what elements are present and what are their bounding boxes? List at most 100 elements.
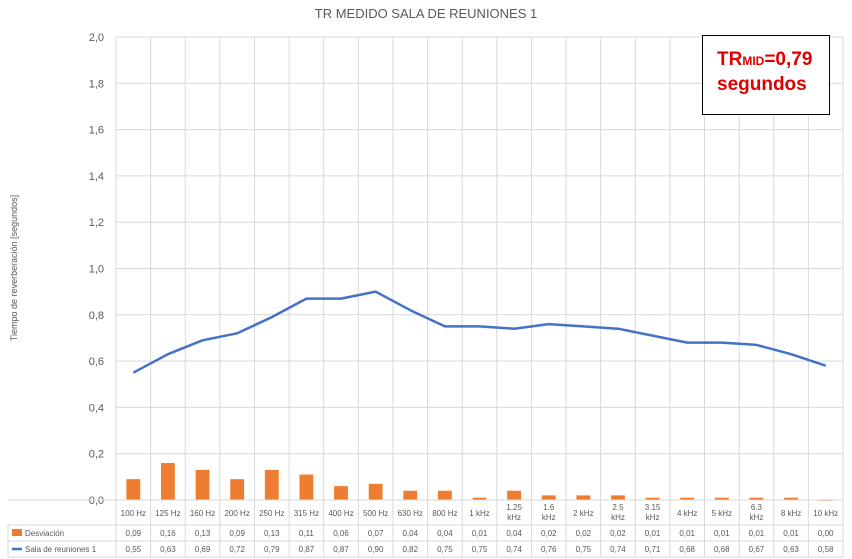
data-label-sala: 0,87 bbox=[299, 545, 315, 554]
x-category-label: 500 Hz bbox=[363, 509, 388, 518]
bar-desviacion bbox=[437, 490, 452, 500]
bar-desviacion bbox=[541, 495, 556, 500]
bar-desviacion bbox=[645, 497, 660, 500]
bar-desviacion bbox=[230, 479, 245, 500]
x-category-label: 250 Hz bbox=[259, 509, 284, 518]
x-category-label: 4 kHz bbox=[677, 509, 697, 518]
x-category-label: 200 Hz bbox=[224, 509, 249, 518]
y-tick-label: 0,2 bbox=[89, 449, 104, 461]
bar-desviacion bbox=[403, 490, 418, 500]
data-label-sala: 0,72 bbox=[229, 545, 245, 554]
legend-label-sala: Sala de reuniones 1 bbox=[25, 545, 97, 554]
grid bbox=[115, 36, 844, 501]
x-category-label: 160 Hz bbox=[190, 509, 215, 518]
bar-desviacion bbox=[126, 479, 141, 500]
data-label-desviacion: 0,01 bbox=[714, 529, 730, 538]
data-label-sala: 0,76 bbox=[541, 545, 557, 554]
data-label-desviacion: 0,13 bbox=[195, 529, 211, 538]
line-sala-de-reuniones-1 bbox=[132, 290, 827, 374]
y-tick-label: 0,6 bbox=[89, 356, 104, 368]
bar-desviacion bbox=[576, 495, 591, 500]
y-tick-label: 0,4 bbox=[89, 402, 104, 414]
bar-series bbox=[126, 462, 833, 501]
data-label-sala: 0,87 bbox=[333, 545, 349, 554]
data-label-desviacion: 0,11 bbox=[299, 529, 315, 538]
x-category-label: 3.15 kHz bbox=[645, 503, 661, 522]
data-label-desviacion: 0,01 bbox=[783, 529, 799, 538]
data-label-desviacion: 0,01 bbox=[679, 529, 695, 538]
x-category-label: 1.6 kHz bbox=[542, 503, 556, 522]
data-label-desviacion: 0,04 bbox=[402, 529, 418, 538]
data-label-sala: 0,90 bbox=[368, 545, 384, 554]
y-axis-label: Tiempo de reverberación [segundos] bbox=[9, 195, 19, 341]
bar-desviacion bbox=[680, 497, 695, 500]
x-category-label: 6.3 kHz bbox=[750, 503, 764, 522]
data-label-sala: 0,58 bbox=[818, 545, 834, 554]
data-table: 100 Hz 0,09 0,55 125 Hz 0,16 0,63 160 Hz 0,13 0,… bbox=[7, 499, 844, 558]
data-label-sala: 0,55 bbox=[126, 545, 142, 554]
bar-desviacion bbox=[299, 474, 314, 500]
data-label-sala: 0,67 bbox=[749, 545, 765, 554]
x-category-label: 5 kHz bbox=[712, 509, 732, 518]
data-label-sala: 0,75 bbox=[576, 545, 592, 554]
tr-mid-annotation: TRMID=0,79 segundos bbox=[702, 35, 830, 115]
line-series bbox=[132, 290, 827, 374]
bar-desviacion bbox=[264, 469, 279, 500]
data-label-sala: 0,82 bbox=[402, 545, 418, 554]
y-tick-label: 1,0 bbox=[89, 264, 104, 276]
bar-desviacion bbox=[784, 497, 798, 500]
data-label-sala: 0,68 bbox=[679, 545, 695, 554]
y-tick-label: 1,2 bbox=[89, 217, 104, 229]
y-tick-label: 1,6 bbox=[89, 125, 104, 137]
x-category-label: 630 Hz bbox=[398, 509, 423, 518]
legend-key-desviacion bbox=[12, 529, 22, 536]
y-tick-label: 1,8 bbox=[89, 78, 104, 90]
data-label-sala: 0,63 bbox=[160, 545, 176, 554]
chart-title: TR MEDIDO SALA DE REUNIONES 1 bbox=[315, 6, 538, 21]
data-label-sala: 0,68 bbox=[714, 545, 730, 554]
bar-desviacion bbox=[334, 486, 348, 500]
x-category-label: 125 Hz bbox=[155, 509, 180, 518]
annotation-prefix: TR bbox=[717, 49, 743, 70]
x-category-label: 100 Hz bbox=[121, 509, 146, 518]
x-category-label: 800 Hz bbox=[432, 509, 457, 518]
annotation-unit: segundos bbox=[717, 74, 807, 95]
data-label-sala: 0,75 bbox=[437, 545, 453, 554]
y-tick-label: 0,0 bbox=[89, 495, 104, 507]
y-tick-label: 2,0 bbox=[89, 32, 104, 44]
data-label-sala: 0,69 bbox=[195, 545, 211, 554]
x-category-label: 1.25 kHz bbox=[506, 503, 522, 522]
x-category-label: 2 kHz bbox=[573, 509, 593, 518]
data-label-desviacion: 0,01 bbox=[645, 529, 661, 538]
data-label-sala: 0,74 bbox=[506, 545, 522, 554]
x-category-label: 10 kHz bbox=[813, 509, 838, 518]
data-label-desviacion: 0,09 bbox=[126, 529, 142, 538]
data-label-desviacion: 0,16 bbox=[160, 529, 176, 538]
x-category-label: 315 Hz bbox=[294, 509, 319, 518]
bar-desviacion bbox=[507, 490, 522, 500]
data-label-sala: 0,63 bbox=[783, 545, 799, 554]
data-label-desviacion: 0,04 bbox=[506, 529, 522, 538]
x-category-label: 1 kHz bbox=[469, 509, 489, 518]
annotation-subscript: MID bbox=[742, 54, 765, 68]
data-label-desviacion: 0,01 bbox=[472, 529, 488, 538]
bar-desviacion bbox=[611, 495, 625, 500]
bar-desviacion bbox=[368, 483, 383, 500]
x-category-label: 8 kHz bbox=[781, 509, 801, 518]
data-label-desviacion: 0,01 bbox=[749, 529, 765, 538]
data-label-desviacion: 0,00 bbox=[818, 529, 834, 538]
y-axis-ticks: 0,0 0,2 0,4 0,6 0,8 1,0 1,2 1,4 1,6 1,8 2,0 bbox=[89, 32, 104, 507]
data-label-desviacion: 0,02 bbox=[610, 529, 626, 538]
annotation-value: =0,79 bbox=[764, 49, 813, 70]
data-label-sala: 0,79 bbox=[264, 545, 280, 554]
y-tick-label: 1,4 bbox=[89, 171, 104, 183]
data-label-desviacion: 0,09 bbox=[229, 529, 245, 538]
data-label-sala: 0,71 bbox=[645, 545, 661, 554]
bar-desviacion bbox=[472, 497, 487, 500]
bar-desviacion bbox=[749, 497, 764, 500]
data-label-desviacion: 0,02 bbox=[576, 529, 592, 538]
x-category-label: 2.5 kHz bbox=[611, 503, 625, 522]
bar-desviacion bbox=[714, 497, 729, 500]
bar-desviacion bbox=[161, 462, 175, 500]
